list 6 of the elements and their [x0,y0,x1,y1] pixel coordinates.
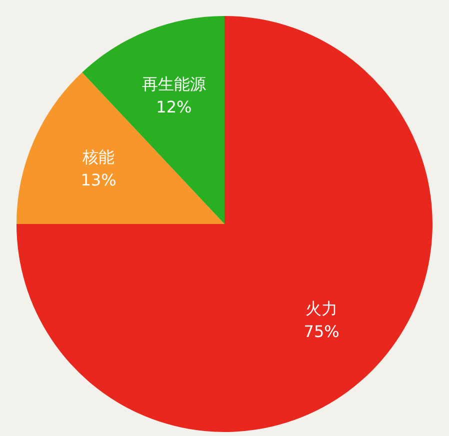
data-label: 12% [156,98,192,117]
data-label: 13% [80,170,116,190]
data-label: 75% [304,322,340,342]
slice-label: 核能 [82,148,115,167]
slice-label: 再生能源 [142,74,206,94]
slice-label: 火力 [306,299,338,318]
